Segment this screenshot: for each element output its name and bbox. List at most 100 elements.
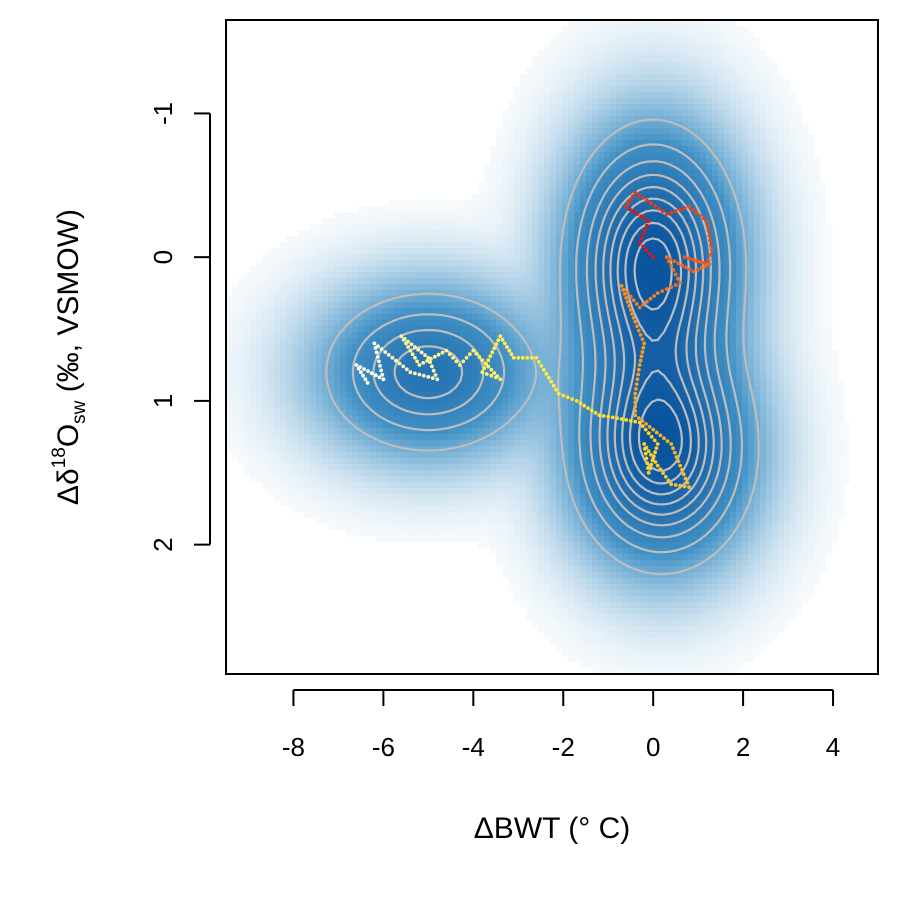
density-cell bbox=[784, 128, 791, 135]
density-cell bbox=[736, 224, 743, 231]
density-cell bbox=[808, 224, 815, 231]
density-cell bbox=[550, 194, 557, 201]
density-cell bbox=[406, 278, 413, 285]
density-cell bbox=[538, 266, 545, 273]
density-cell bbox=[364, 284, 371, 291]
density-cell bbox=[634, 266, 641, 273]
density-cell bbox=[814, 302, 821, 309]
density-cell bbox=[628, 254, 635, 261]
density-cell bbox=[754, 50, 761, 57]
density-cell bbox=[676, 338, 683, 345]
density-cell bbox=[616, 230, 623, 237]
density-cell bbox=[628, 242, 635, 249]
density-cell bbox=[298, 230, 305, 237]
density-cell bbox=[424, 416, 431, 423]
density-cell bbox=[562, 50, 569, 57]
density-cell bbox=[742, 212, 749, 219]
density-cell bbox=[580, 176, 587, 183]
density-cell bbox=[610, 128, 617, 135]
density-cell bbox=[322, 290, 329, 297]
density-cell bbox=[514, 158, 521, 165]
density-cell bbox=[550, 266, 557, 273]
density-cell bbox=[766, 116, 773, 123]
density-cell bbox=[670, 74, 677, 81]
density-cell bbox=[604, 404, 611, 411]
density-cell bbox=[682, 290, 689, 297]
density-cell bbox=[742, 128, 749, 135]
density-cell bbox=[718, 182, 725, 189]
density-cell bbox=[748, 260, 755, 267]
density-cell bbox=[358, 290, 365, 297]
density-cell bbox=[286, 278, 293, 285]
density-cell bbox=[580, 296, 587, 303]
density-cell bbox=[742, 86, 749, 93]
density-cell bbox=[466, 410, 473, 417]
density-cell bbox=[508, 164, 515, 171]
density-cell bbox=[508, 332, 515, 339]
density-cell bbox=[328, 380, 335, 387]
density-cell bbox=[808, 320, 815, 327]
density-cell bbox=[700, 116, 707, 123]
density-cell bbox=[532, 152, 539, 159]
density-cell bbox=[622, 68, 629, 75]
density-cell bbox=[562, 56, 569, 63]
density-cell bbox=[700, 380, 707, 387]
density-cell bbox=[508, 104, 515, 111]
density-cell bbox=[292, 266, 299, 273]
density-cell bbox=[286, 296, 293, 303]
density-cell bbox=[694, 98, 701, 105]
density-cell bbox=[712, 206, 719, 213]
density-cell bbox=[550, 344, 557, 351]
density-cell bbox=[742, 164, 749, 171]
density-cell bbox=[304, 338, 311, 345]
density-cell bbox=[736, 272, 743, 279]
density-cell bbox=[250, 362, 257, 369]
density-cell bbox=[778, 278, 785, 285]
density-cell bbox=[790, 146, 797, 153]
density-cell bbox=[784, 254, 791, 261]
density-cell bbox=[412, 284, 419, 291]
density-cell bbox=[784, 368, 791, 375]
density-cell bbox=[238, 416, 245, 423]
density-cell bbox=[394, 398, 401, 405]
density-cell bbox=[658, 68, 665, 75]
density-cell bbox=[424, 248, 431, 255]
density-cell bbox=[652, 188, 659, 195]
density-cell bbox=[574, 314, 581, 321]
density-cell bbox=[526, 80, 533, 87]
density-cell bbox=[388, 230, 395, 237]
density-cell bbox=[382, 404, 389, 411]
density-cell bbox=[514, 218, 521, 225]
density-cell bbox=[502, 314, 509, 321]
density-cell bbox=[808, 218, 815, 225]
density-cell bbox=[670, 20, 677, 27]
density-cell bbox=[802, 350, 809, 357]
density-cell bbox=[610, 182, 617, 189]
density-cell bbox=[610, 266, 617, 273]
density-cell bbox=[610, 62, 617, 69]
density-cell bbox=[574, 338, 581, 345]
density-cell bbox=[538, 248, 545, 255]
density-cell bbox=[448, 290, 455, 297]
density-cell bbox=[754, 110, 761, 117]
density-cell bbox=[622, 86, 629, 93]
density-cell bbox=[442, 416, 449, 423]
density-cell bbox=[418, 296, 425, 303]
density-cell bbox=[748, 188, 755, 195]
density-cell bbox=[226, 308, 233, 315]
density-cell bbox=[568, 98, 575, 105]
density-cell bbox=[646, 188, 653, 195]
density-cell bbox=[640, 260, 647, 267]
density-cell bbox=[706, 356, 713, 363]
density-cell bbox=[466, 314, 473, 321]
density-cell bbox=[664, 362, 671, 369]
density-cell bbox=[532, 188, 539, 195]
density-cell bbox=[706, 26, 713, 33]
density-cell bbox=[652, 344, 659, 351]
density-cell bbox=[706, 86, 713, 93]
density-cell bbox=[346, 350, 353, 357]
density-cell bbox=[364, 272, 371, 279]
density-cell bbox=[838, 386, 845, 393]
density-cell bbox=[484, 224, 491, 231]
density-cell bbox=[376, 278, 383, 285]
